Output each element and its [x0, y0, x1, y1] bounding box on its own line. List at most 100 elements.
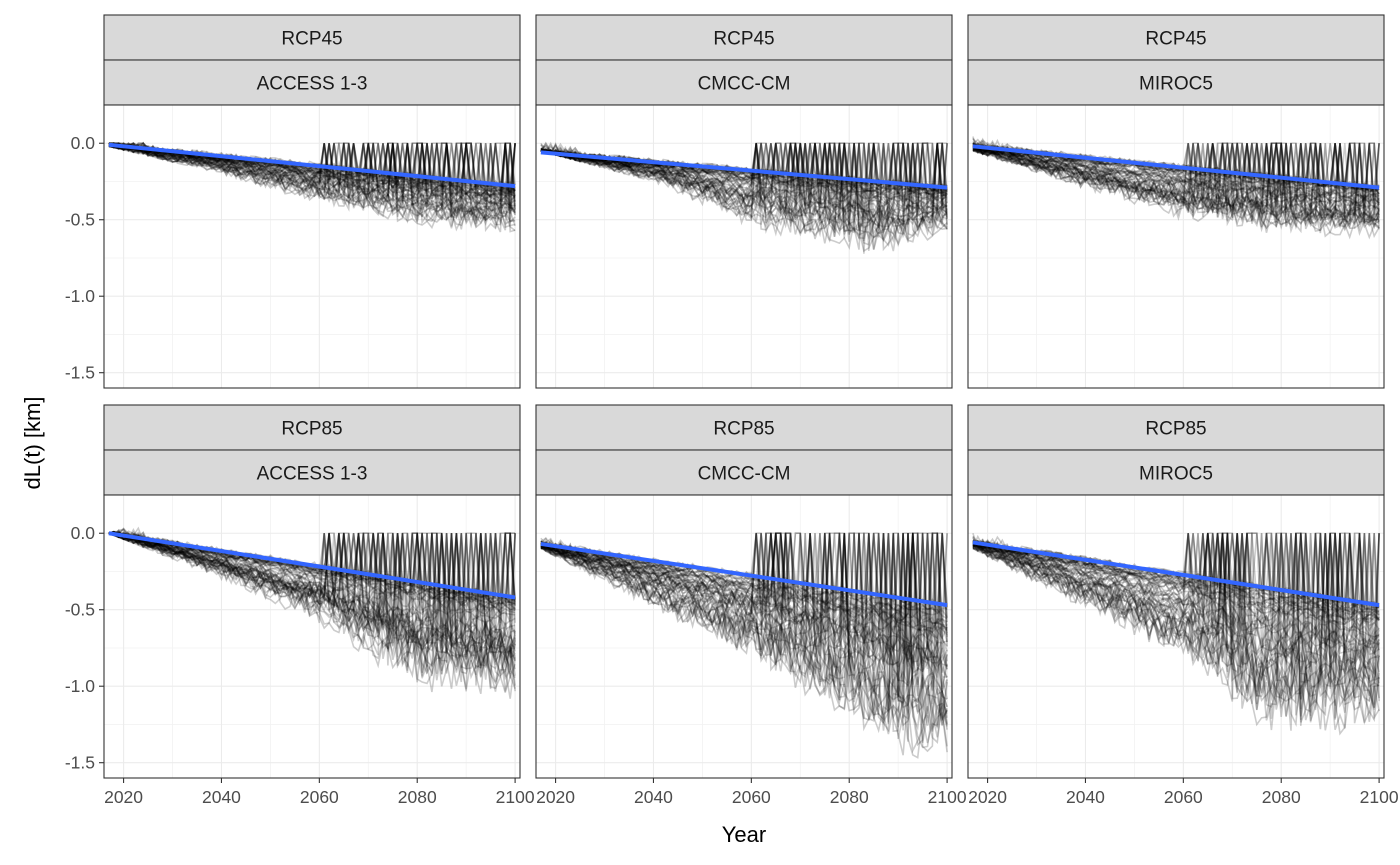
y-tick-label: -1.0	[65, 286, 95, 306]
ensemble-line	[972, 533, 1380, 721]
ensemble-line	[108, 531, 516, 675]
x-tick-label: 2080	[1262, 787, 1301, 807]
ensemble-line	[540, 142, 948, 222]
ensemble-line	[108, 143, 516, 208]
panel-background	[536, 495, 952, 778]
ensemble-line	[540, 143, 948, 198]
ensemble-line	[540, 143, 948, 231]
ensemble-line	[108, 531, 516, 638]
ensemble-line	[540, 533, 948, 670]
ensemble-line	[540, 533, 948, 726]
x-tick-label: 2060	[300, 787, 339, 807]
ensemble-line	[972, 533, 1380, 687]
ensemble-line	[108, 143, 516, 213]
ensemble-line	[540, 532, 948, 640]
ensemble-line	[972, 533, 1380, 651]
ensemble-line	[972, 141, 1380, 223]
ensemble-line	[972, 533, 1380, 699]
x-tick-label: 2060	[732, 787, 771, 807]
ensemble-line	[540, 532, 948, 673]
facet-strip-scenario: RCP45	[967, 14, 1385, 61]
ensemble-line	[540, 532, 948, 754]
ensemble-line	[972, 143, 1380, 229]
ensemble-line	[108, 532, 516, 692]
ensemble-line	[540, 533, 948, 722]
ensemble-line	[972, 142, 1380, 191]
panel-border	[103, 494, 521, 779]
ensemble-line	[972, 533, 1380, 719]
ensemble-line	[540, 142, 948, 199]
ensemble-line	[108, 532, 516, 659]
ensemble-line	[972, 142, 1380, 230]
ensemble-line	[972, 533, 1380, 666]
ensemble-line	[540, 532, 948, 678]
facet-strip-label: RCP45	[281, 29, 342, 50]
ensemble-line	[108, 531, 516, 616]
facet-strip-label: RCP45	[713, 29, 774, 50]
facet-strip-label: RCP85	[1145, 419, 1206, 440]
ensemble-line	[108, 530, 516, 653]
ensemble-line	[972, 142, 1380, 239]
panel-background	[536, 105, 952, 388]
ensemble-line	[972, 142, 1380, 201]
ensemble-line	[540, 532, 948, 731]
ensemble-line	[108, 142, 516, 208]
y-tick-label: -1.0	[65, 676, 95, 696]
ensemble-line	[108, 532, 516, 681]
ensemble-line	[972, 532, 1380, 660]
ensemble-line	[972, 142, 1380, 227]
ensemble-line	[108, 143, 516, 206]
ensemble-line	[108, 528, 516, 649]
ensemble-line	[108, 530, 516, 671]
ensemble-line	[540, 533, 948, 698]
ensemble-line	[108, 532, 516, 614]
ensemble-line	[540, 533, 948, 630]
ensemble-line	[540, 143, 948, 243]
ensemble-line	[972, 143, 1380, 223]
facet-strip-model: CMCC-CM	[535, 449, 953, 496]
ensemble-line	[972, 533, 1380, 626]
ensemble-line	[108, 142, 516, 233]
ensemble-line	[972, 143, 1380, 237]
ensemble-line	[972, 533, 1380, 658]
x-tick-label: 2100	[928, 787, 967, 807]
ensemble-line	[972, 142, 1380, 226]
ensemble-line	[540, 142, 948, 232]
ensemble-line	[540, 532, 948, 640]
ensemble-line	[108, 532, 516, 639]
ensemble-line	[540, 541, 948, 618]
ensemble-line	[972, 143, 1380, 202]
ensemble-line	[972, 533, 1380, 638]
ensemble-line	[108, 532, 516, 670]
ensemble-line	[972, 142, 1380, 199]
ensemble-line	[972, 533, 1380, 702]
ensemble-line	[540, 142, 948, 240]
ensemble-line	[540, 532, 948, 683]
facet-strip-label: MIROC5	[1139, 74, 1213, 95]
ensemble-line	[972, 143, 1380, 228]
facet-strip-scenario: RCP45	[535, 14, 953, 61]
ensemble-line	[972, 138, 1380, 195]
ensemble-line	[972, 142, 1380, 191]
ensemble-line	[972, 532, 1380, 684]
y-tick-label: -0.5	[65, 600, 95, 620]
ensemble-line	[108, 143, 516, 233]
trend-line	[972, 540, 1380, 608]
ensemble-line	[540, 533, 948, 656]
ensemble-line	[972, 532, 1380, 632]
ensemble-line	[540, 143, 948, 246]
ensemble-line	[540, 532, 948, 679]
facet-strip-label: RCP85	[713, 419, 774, 440]
ensemble-line	[972, 142, 1380, 234]
ensemble-line	[108, 532, 516, 636]
y-tick-label: -1.5	[65, 753, 95, 773]
ensemble-line	[540, 532, 948, 638]
ensemble-line	[108, 528, 516, 655]
ensemble-line	[108, 142, 516, 229]
ensemble-line	[108, 532, 516, 611]
ensemble-line	[972, 533, 1380, 731]
x-tick-label: 2060	[1164, 787, 1203, 807]
facet-panel: RCP85 ACCESS 1-3	[103, 404, 521, 779]
facet-panel: RCP45 MIROC5	[967, 14, 1385, 389]
ensemble-line	[108, 532, 516, 619]
